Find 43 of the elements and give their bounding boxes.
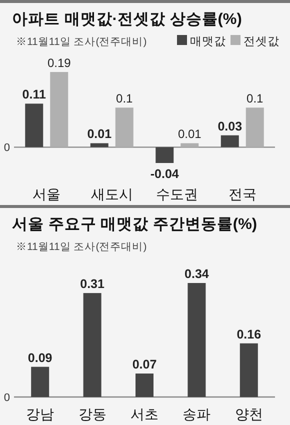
data-label: 0.31 — [80, 277, 105, 292]
x-tick-label: 전국 — [228, 186, 256, 202]
x-tick-label: 서울 — [32, 186, 61, 202]
data-label: 0.01 — [178, 127, 202, 142]
legend-label: 전셋값 — [244, 36, 280, 48]
x-tick-label: 송파 — [182, 406, 211, 422]
bar — [25, 104, 44, 148]
bar — [246, 108, 264, 148]
bar — [50, 72, 68, 148]
text: 0 — [4, 392, 10, 404]
bar — [115, 108, 134, 148]
data-label: 0.19 — [47, 56, 72, 70]
x-tick-label: 서초 — [130, 406, 158, 422]
x-tick-label: 강남 — [26, 406, 54, 422]
bar — [136, 374, 154, 397]
bar — [220, 135, 239, 148]
legend-label: 매맷값 — [190, 36, 226, 48]
x-tick-label: 새도시 — [90, 186, 133, 202]
chart-subtitle: ※11월11일 조사(전주대비) — [16, 36, 147, 48]
bar — [156, 147, 174, 163]
chart-subtitle: ※11월11일 조사(전주대비) — [16, 241, 147, 253]
data-label: 0.11 — [22, 88, 46, 102]
data-label: 0.16 — [236, 327, 262, 342]
data-label: 0.1 — [116, 92, 134, 106]
data-label: 0.07 — [132, 358, 157, 372]
x-tick-label: 양천 — [234, 406, 263, 422]
data-label: 0.03 — [218, 119, 242, 134]
data-label: 0.1 — [246, 92, 264, 106]
data-label: 0.34 — [184, 267, 209, 281]
data-label: 0.01 — [87, 127, 112, 142]
bar — [31, 366, 50, 397]
bar — [90, 143, 108, 148]
data-label: -0.04 — [150, 167, 179, 181]
bar — [83, 293, 102, 397]
x-tick-label: 수도권 — [156, 186, 198, 202]
bar — [240, 343, 258, 397]
x-tick-label: 강동 — [78, 406, 106, 422]
chart-title: 아파트 매맷값·전셋값 상승률(%) — [12, 11, 242, 28]
text: 0 — [4, 142, 10, 154]
bar — [188, 283, 206, 397]
chart-title: 서울 주요구 매맷값 주간변동률(%) — [12, 216, 258, 233]
data-label: 0.09 — [28, 350, 52, 365]
bar — [180, 143, 199, 148]
